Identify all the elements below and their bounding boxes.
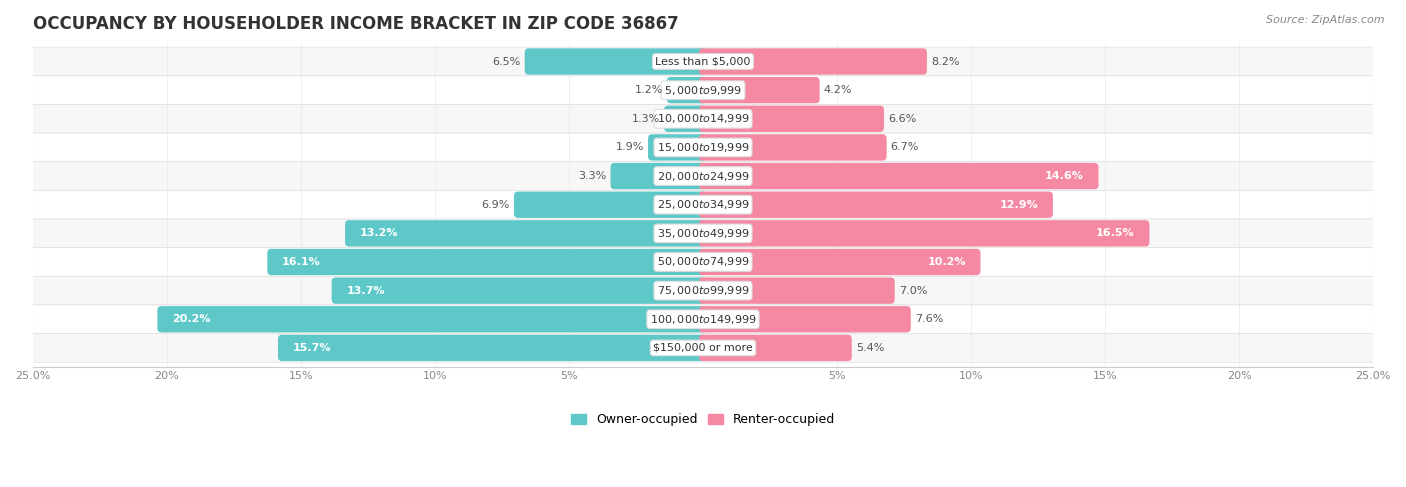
FancyBboxPatch shape	[664, 106, 707, 132]
Text: OCCUPANCY BY HOUSEHOLDER INCOME BRACKET IN ZIP CODE 36867: OCCUPANCY BY HOUSEHOLDER INCOME BRACKET …	[32, 15, 679, 33]
Text: $50,000 to $74,999: $50,000 to $74,999	[657, 256, 749, 268]
Text: Less than $5,000: Less than $5,000	[655, 56, 751, 67]
FancyBboxPatch shape	[32, 105, 1374, 133]
FancyBboxPatch shape	[699, 48, 927, 75]
Text: 4.2%: 4.2%	[824, 85, 852, 95]
Text: 8.2%: 8.2%	[931, 56, 959, 67]
Text: 5.4%: 5.4%	[856, 343, 884, 353]
FancyBboxPatch shape	[344, 220, 707, 246]
FancyBboxPatch shape	[32, 248, 1374, 276]
Text: 7.6%: 7.6%	[915, 314, 943, 324]
Text: 1.9%: 1.9%	[616, 142, 644, 152]
FancyBboxPatch shape	[32, 162, 1374, 190]
Text: 13.7%: 13.7%	[346, 286, 385, 296]
Text: $20,000 to $24,999: $20,000 to $24,999	[657, 169, 749, 183]
FancyBboxPatch shape	[32, 276, 1374, 305]
FancyBboxPatch shape	[699, 220, 1150, 246]
FancyBboxPatch shape	[699, 134, 887, 161]
Legend: Owner-occupied, Renter-occupied: Owner-occupied, Renter-occupied	[567, 409, 839, 431]
FancyBboxPatch shape	[666, 77, 707, 103]
Text: $150,000 or more: $150,000 or more	[654, 343, 752, 353]
FancyBboxPatch shape	[699, 106, 884, 132]
FancyBboxPatch shape	[699, 191, 1053, 218]
FancyBboxPatch shape	[32, 133, 1374, 162]
Text: 6.7%: 6.7%	[890, 142, 920, 152]
FancyBboxPatch shape	[699, 77, 820, 103]
Text: $25,000 to $34,999: $25,000 to $34,999	[657, 198, 749, 211]
FancyBboxPatch shape	[699, 335, 852, 361]
FancyBboxPatch shape	[267, 249, 707, 275]
FancyBboxPatch shape	[32, 76, 1374, 105]
Text: 1.2%: 1.2%	[634, 85, 662, 95]
Text: 14.6%: 14.6%	[1045, 171, 1084, 181]
FancyBboxPatch shape	[699, 278, 894, 304]
Text: Source: ZipAtlas.com: Source: ZipAtlas.com	[1267, 15, 1385, 25]
Text: 12.9%: 12.9%	[1000, 200, 1038, 210]
Text: 15.7%: 15.7%	[292, 343, 332, 353]
Text: 6.5%: 6.5%	[492, 56, 520, 67]
FancyBboxPatch shape	[648, 134, 707, 161]
FancyBboxPatch shape	[32, 334, 1374, 362]
Text: 10.2%: 10.2%	[928, 257, 966, 267]
FancyBboxPatch shape	[515, 191, 707, 218]
FancyBboxPatch shape	[157, 306, 707, 333]
FancyBboxPatch shape	[524, 48, 707, 75]
FancyBboxPatch shape	[332, 278, 707, 304]
FancyBboxPatch shape	[32, 190, 1374, 219]
FancyBboxPatch shape	[699, 249, 980, 275]
Text: 3.3%: 3.3%	[578, 171, 606, 181]
FancyBboxPatch shape	[699, 163, 1098, 189]
Text: $100,000 to $149,999: $100,000 to $149,999	[650, 313, 756, 326]
FancyBboxPatch shape	[32, 305, 1374, 334]
Text: $15,000 to $19,999: $15,000 to $19,999	[657, 141, 749, 154]
Text: $5,000 to $9,999: $5,000 to $9,999	[664, 84, 742, 96]
Text: 6.9%: 6.9%	[482, 200, 510, 210]
Text: 7.0%: 7.0%	[898, 286, 927, 296]
Text: 20.2%: 20.2%	[172, 314, 211, 324]
Text: 16.5%: 16.5%	[1097, 228, 1135, 238]
Text: 13.2%: 13.2%	[360, 228, 398, 238]
FancyBboxPatch shape	[699, 306, 911, 333]
Text: 6.6%: 6.6%	[889, 114, 917, 124]
FancyBboxPatch shape	[610, 163, 707, 189]
Text: 16.1%: 16.1%	[283, 257, 321, 267]
FancyBboxPatch shape	[32, 47, 1374, 76]
Text: $10,000 to $14,999: $10,000 to $14,999	[657, 112, 749, 125]
Text: 1.3%: 1.3%	[631, 114, 659, 124]
FancyBboxPatch shape	[32, 219, 1374, 248]
Text: $35,000 to $49,999: $35,000 to $49,999	[657, 227, 749, 240]
Text: $75,000 to $99,999: $75,000 to $99,999	[657, 284, 749, 297]
FancyBboxPatch shape	[278, 335, 707, 361]
